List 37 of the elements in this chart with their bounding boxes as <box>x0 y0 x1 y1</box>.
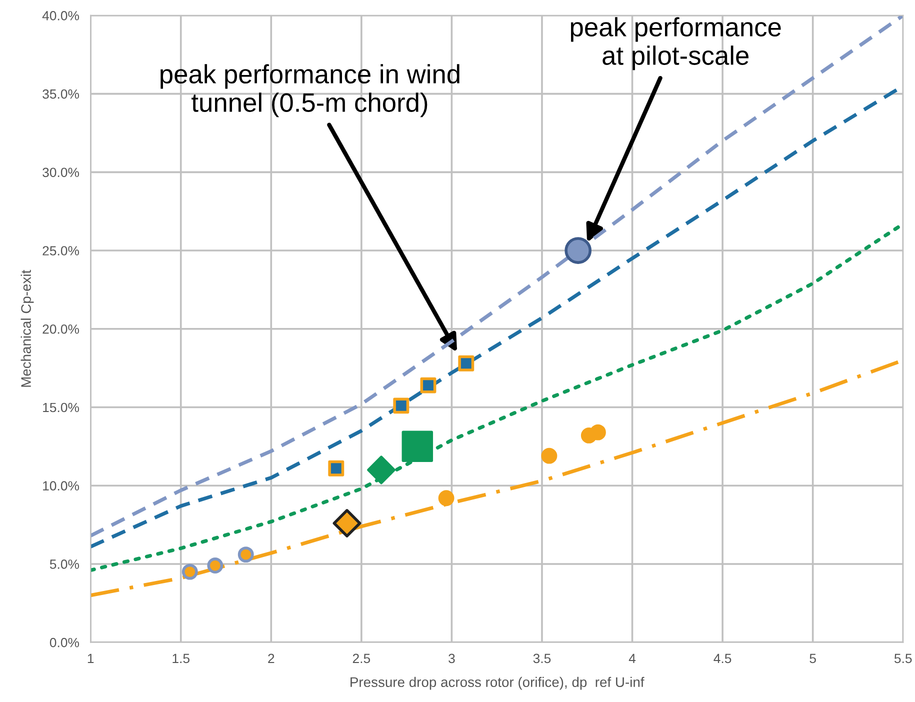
y-tick-label: 25.0% <box>42 246 80 256</box>
annotation: peak performance in wind tunnel (0.5-m chord) <box>160 64 460 118</box>
x-tick-label: 1.5 <box>172 654 190 664</box>
annotation: peak performance at pilot-scale <box>570 17 781 70</box>
y-tick-label: 40.0% <box>42 11 80 20</box>
y-tick-label: 10.0% <box>43 481 80 491</box>
point <box>207 558 224 574</box>
y-tick-label: 0.0% <box>50 638 80 648</box>
point <box>238 546 254 563</box>
point <box>332 509 362 538</box>
point <box>420 377 436 394</box>
point <box>541 448 558 464</box>
point <box>590 424 606 440</box>
x-tick-label: 2.5 <box>352 654 370 664</box>
y-tick-label: 35.0% <box>42 89 80 99</box>
y-tick-label: 20.0% <box>42 324 80 334</box>
x-tick-label: 3 <box>448 654 455 664</box>
x-tick-label: 5.5 <box>894 654 912 664</box>
y-tick-label: 5.0% <box>50 560 80 569</box>
y-tick-label: 30.0% <box>42 168 80 178</box>
point <box>402 430 434 462</box>
y-axis-title: Mechanical Cp-exit <box>20 270 34 387</box>
x-tick-label: 4 <box>628 654 636 664</box>
x-tick-label: 3.5 <box>533 654 551 664</box>
point <box>564 237 592 264</box>
x-tick-label: 1 <box>88 654 94 664</box>
x-tick-label: 4.5 <box>714 654 732 664</box>
point <box>393 398 410 414</box>
point <box>438 490 454 506</box>
x-tick-label: 5 <box>810 654 816 664</box>
point <box>328 460 344 476</box>
point <box>367 456 396 484</box>
x-tick-label: 2 <box>268 654 274 664</box>
point <box>458 355 474 372</box>
x-axis-title: Pressure drop across rotor (orifice), dp ref U-inf <box>350 676 644 690</box>
point <box>182 564 198 580</box>
y-tick-label: 15.0% <box>43 402 80 412</box>
